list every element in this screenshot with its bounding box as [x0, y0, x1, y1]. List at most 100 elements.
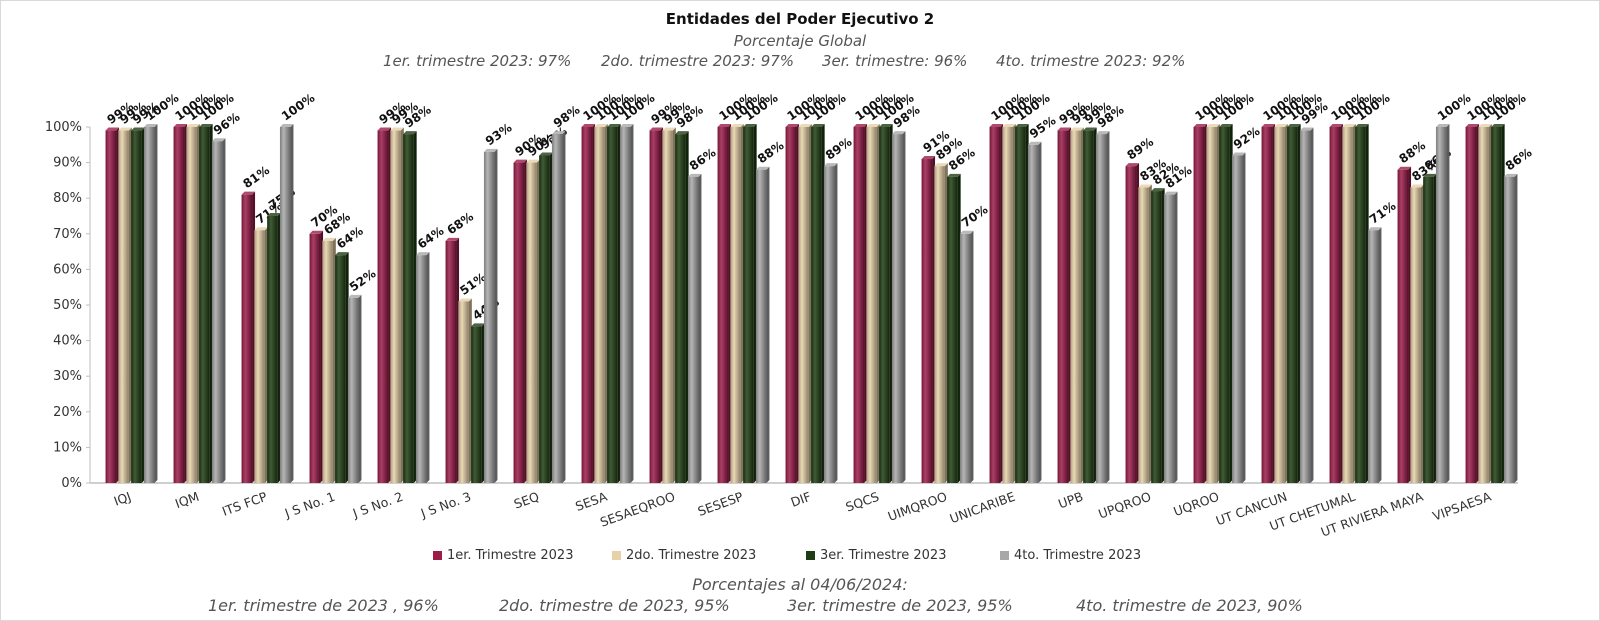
bar-side: [944, 163, 948, 483]
data-label: 92%: [1231, 124, 1263, 152]
data-label: 100%: [143, 91, 181, 124]
legend-item-q1: 1er. Trimestre 2023: [433, 548, 573, 563]
legend-label-q3: 3er. Trimestre 2023: [820, 548, 947, 563]
bar-side: [834, 163, 838, 483]
x-tick-label: J S No. 1: [282, 489, 337, 521]
bar-top: [798, 124, 812, 127]
x-tick-label: SESA: [573, 489, 609, 514]
bar-top: [309, 230, 324, 234]
bar: [1465, 127, 1477, 483]
data-label: 64%: [415, 224, 447, 252]
bar-side: [1297, 124, 1301, 483]
bar-side: [1408, 166, 1412, 483]
bar-top: [811, 124, 825, 127]
bar-top: [989, 124, 1004, 127]
summary-row: 1er. trimestre 2023: 97% 2do. trimestre …: [0, 52, 1600, 72]
bar: [1083, 130, 1094, 483]
bar-side: [1136, 163, 1140, 483]
bar-top: [526, 159, 540, 163]
data-label: 93%: [483, 120, 515, 148]
bar-side: [1514, 173, 1518, 483]
bar-top: [1410, 184, 1424, 188]
bar-top: [866, 124, 880, 127]
x-tick-label: SQCS: [844, 489, 882, 515]
data-label: 100%: [279, 91, 317, 124]
bar-side: [1025, 124, 1029, 483]
bar: [1002, 127, 1013, 483]
bar: [1095, 134, 1107, 483]
bar: [322, 240, 333, 483]
legend-item-q2: 2do. Trimestre 2023: [612, 548, 756, 563]
footer-q3: 3er. trimestre de 2023, 95%: [787, 596, 1013, 615]
bar-top: [403, 131, 417, 135]
bar-side: [1378, 227, 1382, 483]
bar-top: [1423, 173, 1437, 177]
bar-top: [1027, 141, 1042, 145]
bar-top: [1342, 124, 1356, 127]
data-label: 68%: [444, 209, 476, 237]
bar: [1423, 176, 1434, 483]
bar-top: [445, 237, 460, 241]
bar: [1491, 127, 1502, 483]
data-label: 89%: [823, 135, 855, 163]
data-label: 52%: [347, 266, 379, 294]
bar-side: [753, 124, 757, 483]
bar-top: [1070, 127, 1084, 131]
chart-subtitle: Porcentaje Global: [733, 32, 867, 50]
y-tick-label: 60%: [53, 262, 82, 277]
bar-top: [211, 138, 226, 142]
bar-top: [377, 127, 392, 131]
bar: [526, 162, 537, 483]
bar: [390, 130, 401, 483]
bar-top: [513, 159, 528, 163]
bar-side: [320, 230, 324, 483]
bar: [551, 134, 563, 483]
bar: [1057, 130, 1069, 483]
bar-side: [864, 124, 868, 483]
bar: [105, 130, 117, 483]
bar-top: [143, 124, 158, 127]
bar-side: [740, 124, 744, 483]
bar-side: [536, 159, 540, 483]
bar: [755, 169, 767, 483]
bar: [662, 130, 673, 483]
bar-top: [947, 173, 961, 177]
bar: [1219, 127, 1230, 483]
bar-top: [199, 124, 213, 127]
bar-side: [728, 124, 732, 483]
bar-top: [649, 127, 664, 131]
bar-side: [1310, 127, 1314, 483]
bar: [335, 255, 346, 483]
bar: [1231, 155, 1243, 484]
y-tick-label: 70%: [53, 227, 82, 242]
bar-top: [105, 127, 120, 131]
bar-top: [1163, 191, 1178, 195]
bar: [811, 127, 822, 483]
bar-top: [1261, 124, 1276, 127]
bar: [1410, 187, 1421, 483]
bar-side: [630, 124, 634, 483]
bar: [471, 326, 482, 483]
bar: [1397, 169, 1409, 483]
bar: [1070, 130, 1081, 483]
bar-top: [173, 124, 188, 127]
bar: [785, 127, 797, 483]
legend-label-q4: 4to. Trimestre 2023: [1014, 548, 1142, 563]
bar-side: [889, 124, 893, 483]
bar: [267, 216, 278, 483]
bar-top: [539, 152, 553, 156]
bar-top: [1299, 127, 1314, 131]
bar-chart: 0%10%20%30%40%50%60%70%80%90%100%99%99%9…: [45, 91, 1535, 540]
bar-top: [335, 252, 349, 256]
bar-top: [594, 124, 608, 127]
bar-top: [1465, 124, 1480, 127]
bar-top: [607, 124, 621, 127]
bar-top: [1002, 124, 1016, 127]
bar: [254, 230, 265, 483]
bar-top: [1219, 124, 1233, 127]
bar-top: [1231, 152, 1246, 156]
bar: [866, 127, 877, 483]
bar: [143, 127, 155, 483]
bar-top: [1057, 127, 1072, 131]
y-tick-label: 100%: [45, 120, 82, 135]
